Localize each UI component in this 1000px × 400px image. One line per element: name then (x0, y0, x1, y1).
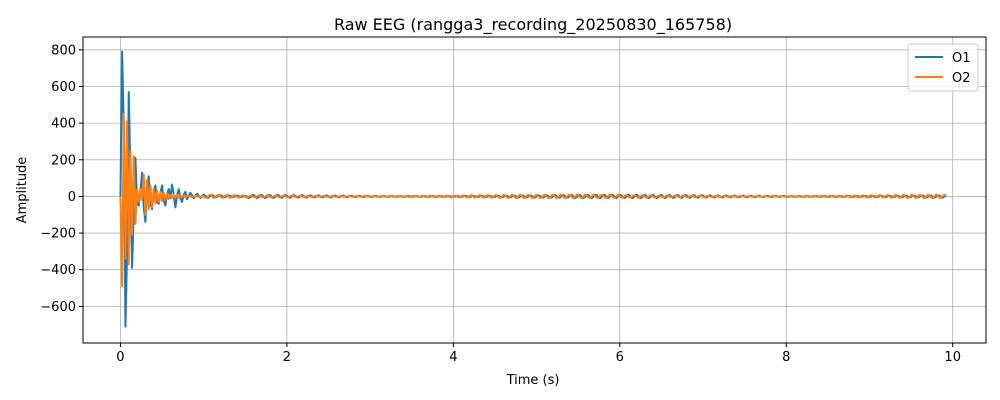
legend-label-o2: O2 (952, 71, 971, 86)
legend-box (907, 43, 979, 92)
y-tick-label: −600 (40, 300, 76, 315)
x-tick-label: 8 (782, 350, 790, 365)
x-tick-label: 2 (283, 350, 291, 365)
x-axis-label: Time (s) (506, 373, 560, 388)
series-group (119, 50, 947, 328)
y-axis-label: Amplitude (15, 157, 30, 224)
y-tick-label: 0 (68, 190, 76, 205)
y-tick-label: 400 (51, 117, 76, 132)
y-tick-label: 600 (51, 80, 76, 95)
legend: O1 O2 (907, 43, 979, 92)
y-tick-label: −200 (40, 227, 76, 242)
axis-ticks: 0 2 4 6 8 10 −600 −400 −200 0 200 400 600 800 (40, 43, 961, 365)
plot-frame (82, 36, 987, 344)
y-tick-label: 800 (51, 43, 76, 58)
chart-title: Raw EEG (rangga3_recording_20250830_1657… (334, 15, 732, 35)
x-tick-label: 6 (616, 350, 624, 365)
series-line-o2 (119, 112, 947, 288)
y-tick-label: −400 (40, 263, 76, 278)
y-tick-label: 200 (51, 153, 76, 168)
x-tick-label: 4 (449, 350, 457, 365)
x-tick-label: 0 (116, 350, 124, 365)
legend-label-o1: O1 (952, 51, 971, 66)
x-tick-label: 10 (944, 350, 961, 365)
